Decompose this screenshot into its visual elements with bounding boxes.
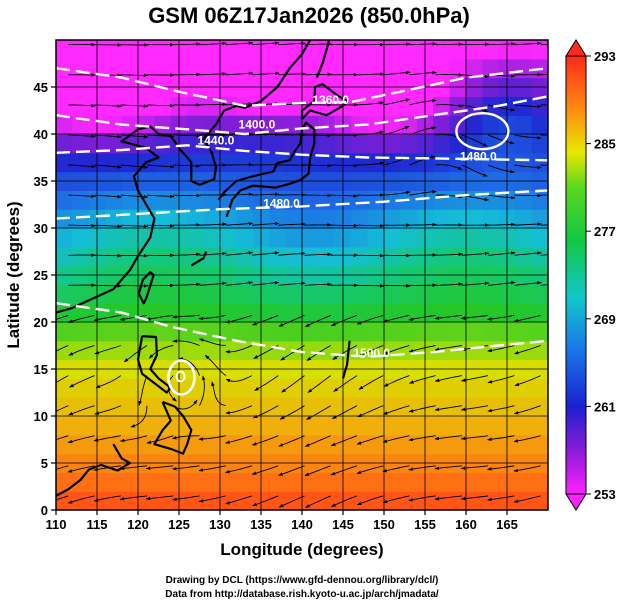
x-axis-label: Longitude (degrees)	[220, 540, 383, 559]
x-tick-label: 145	[332, 517, 354, 532]
y-tick-label: 35	[34, 174, 48, 189]
credit-line-1: Drawing by DCL (https://www.gfd-dennou.o…	[166, 575, 439, 586]
x-tick-label: 130	[209, 517, 231, 532]
y-axis-label: Latitude (degrees)	[4, 201, 23, 348]
temperature-field	[56, 40, 548, 510]
contour-label: 1480.0	[460, 149, 497, 163]
contour-labels: 1360.0 1400.0 1440.0 1480.0 1480.0 1500.0	[198, 93, 497, 360]
chart-title: GSM 06Z17Jan2026 (850.0hPa)	[148, 3, 470, 28]
lat-lon-grid	[56, 40, 548, 510]
x-tick-label: 110	[46, 517, 67, 532]
x-tick-label: 160	[455, 517, 477, 532]
y-tick-label: 45	[34, 80, 48, 95]
x-tick-label: 140	[291, 517, 313, 532]
colorbar-body	[565, 55, 587, 495]
colorbar-tick-label: 253	[594, 487, 616, 502]
colorbar-tick-label: 277	[594, 224, 616, 239]
y-tick-label: 5	[41, 456, 48, 471]
y-tick-label: 0	[41, 503, 48, 518]
height-contours	[56, 67, 548, 396]
map-plot-area: 1360.0 1400.0 1440.0 1480.0 1480.0 1500.0	[56, 40, 548, 510]
y-tick-label: 25	[34, 268, 48, 283]
x-tick-label: 120	[127, 517, 149, 532]
y-tick-label: 40	[34, 127, 48, 142]
colorbar-tick-label: 293	[594, 49, 616, 64]
colorbar-tick-label: 269	[594, 312, 616, 327]
colorbar: 293 285 277 269 261 253	[565, 39, 616, 511]
colorbar-bottom-arrow	[565, 493, 587, 511]
y-tick-label: 15	[34, 362, 48, 377]
colorbar-top-arrow	[565, 39, 587, 57]
contour-label: 1480.0	[263, 196, 300, 210]
x-tick-label: 115	[87, 517, 108, 532]
contour-label: 1360.0	[312, 93, 349, 107]
x-axis-ticks: 110 115 120 125 130 135 140 145 150 155 160 165	[46, 510, 518, 532]
x-tick-label: 165	[496, 517, 518, 532]
contour-label: 1400.0	[239, 117, 276, 131]
colorbar-ticks: 293 285 277 269 261 253	[586, 49, 616, 502]
x-tick-label: 150	[373, 517, 395, 532]
y-axis-ticks: 0 5 10 15 20 25 30 35 40 45	[34, 80, 56, 518]
x-tick-label: 125	[168, 517, 190, 532]
y-tick-label: 30	[34, 221, 48, 236]
credit-line-2: Data from http://database.rish.kyoto-u.a…	[165, 589, 439, 600]
x-tick-label: 135	[250, 517, 272, 532]
colorbar-tick-label: 285	[594, 137, 616, 152]
y-tick-label: 10	[34, 409, 48, 424]
x-tick-label: 155	[414, 517, 436, 532]
colorbar-tick-label: 261	[594, 399, 616, 414]
contour-label: 1440.0	[198, 133, 235, 147]
y-tick-label: 20	[34, 315, 48, 330]
contour-label: 1500.0	[353, 346, 390, 360]
